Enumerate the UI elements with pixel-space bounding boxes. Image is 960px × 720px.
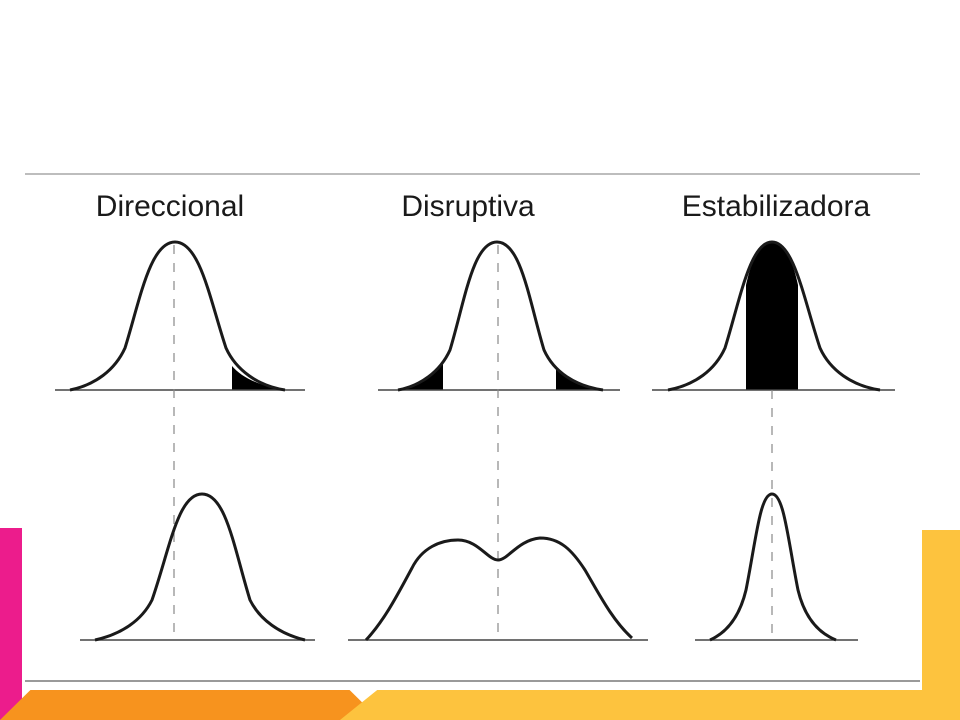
panel-title-stabilizing: Estabilizadora — [682, 190, 871, 223]
curve-after — [709, 492, 837, 642]
left-accent-bar — [0, 528, 22, 720]
bottom-yellow-band — [340, 690, 960, 720]
shaded-tail-left — [398, 363, 443, 390]
curve-after — [94, 492, 306, 642]
shaded-center — [746, 242, 798, 390]
shaded-tail-right — [232, 366, 287, 390]
curve-before — [397, 240, 604, 392]
curve-after — [364, 536, 634, 642]
panel-stabilizing: Estabilizadora — [652, 190, 895, 642]
panel-title-directional: Direccional — [96, 190, 244, 223]
panel-directional: Direccional — [55, 190, 315, 642]
right-accent-bar — [922, 530, 960, 720]
panel-disruptive: Disruptiva — [348, 190, 648, 642]
bottom-orange-band — [0, 690, 380, 720]
curve-before — [667, 240, 881, 392]
panel-title-disruptive: Disruptiva — [401, 190, 535, 223]
curve-before — [69, 240, 286, 392]
shaded-tail-right — [556, 366, 603, 390]
